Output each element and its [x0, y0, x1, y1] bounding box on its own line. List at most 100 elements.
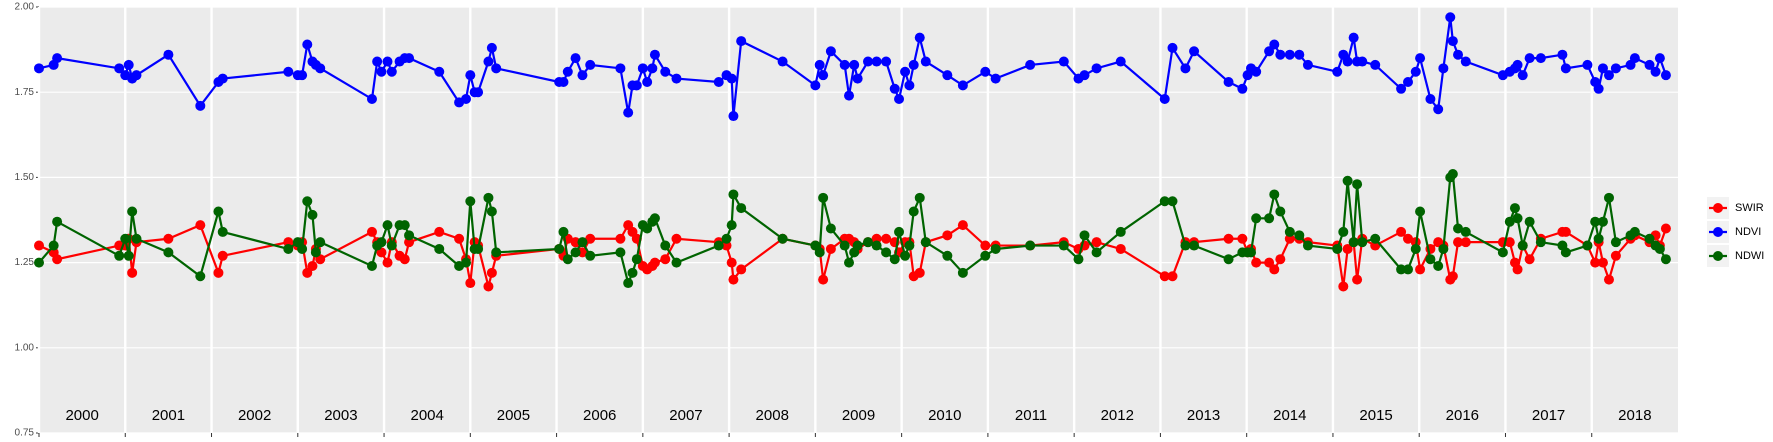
data-point — [1342, 56, 1353, 67]
year-label: 2005 — [497, 407, 530, 424]
year-label: 2016 — [1446, 407, 1479, 424]
data-point — [1610, 250, 1621, 261]
legend-label: NDWI — [1735, 250, 1764, 262]
data-point — [34, 63, 44, 74]
data-point — [894, 94, 905, 105]
data-point — [434, 226, 445, 237]
data-point — [1284, 49, 1295, 60]
data-point — [1396, 264, 1407, 275]
y-tick-label: 2.00 — [15, 2, 35, 13]
data-point — [1223, 233, 1234, 244]
data-point — [839, 240, 850, 251]
legend-label: SWIR — [1735, 202, 1764, 214]
data-point — [1433, 104, 1444, 115]
data-point — [1091, 247, 1102, 258]
data-point — [980, 240, 991, 251]
data-point — [1512, 59, 1523, 70]
year-label: 2018 — [1618, 407, 1651, 424]
data-point — [1610, 237, 1621, 248]
data-point — [777, 233, 788, 244]
data-point — [131, 233, 142, 244]
data-point — [1115, 226, 1126, 237]
data-point — [914, 192, 925, 203]
data-point — [1237, 83, 1248, 94]
data-point — [1415, 264, 1426, 275]
data-point — [825, 243, 836, 254]
data-point — [900, 250, 911, 261]
data-point — [1396, 83, 1407, 94]
data-point — [908, 59, 919, 70]
data-point — [660, 240, 671, 251]
data-point — [728, 189, 739, 200]
legend: SWIR NDVI NDWI — [1707, 197, 1764, 267]
data-point — [1294, 49, 1305, 60]
data-point — [1629, 53, 1640, 64]
data-point — [52, 216, 63, 227]
data-point — [1115, 56, 1126, 67]
data-point — [163, 233, 174, 244]
data-point — [615, 247, 626, 258]
y-tick-label: 1.50 — [15, 172, 35, 183]
data-point — [1294, 230, 1305, 241]
data-point — [1342, 243, 1353, 254]
data-point — [736, 203, 747, 214]
data-point — [491, 247, 502, 258]
data-point — [881, 233, 892, 244]
data-point — [980, 250, 991, 261]
data-point — [1332, 66, 1343, 77]
year-label: 2017 — [1532, 407, 1565, 424]
data-point — [889, 83, 900, 94]
data-point — [1438, 63, 1449, 74]
data-point — [562, 66, 573, 77]
data-point — [852, 73, 863, 84]
data-point — [1524, 216, 1535, 227]
data-point — [1593, 233, 1604, 244]
data-point — [957, 267, 968, 278]
data-point — [1302, 240, 1313, 251]
data-point — [315, 63, 326, 74]
data-point — [404, 230, 415, 241]
data-point — [465, 70, 476, 81]
data-point — [1644, 59, 1655, 70]
data-point — [1509, 203, 1520, 214]
data-point — [728, 111, 739, 122]
year-label: 2000 — [65, 407, 98, 424]
data-point — [1402, 233, 1413, 244]
data-point — [818, 192, 829, 203]
data-point — [585, 233, 596, 244]
data-point — [990, 73, 1001, 84]
data-point — [163, 49, 174, 60]
data-point — [914, 32, 925, 43]
data-point — [1079, 230, 1090, 241]
data-point — [642, 76, 653, 87]
data-point — [942, 70, 953, 81]
data-point — [1275, 254, 1286, 265]
data-point — [1453, 237, 1464, 248]
data-point — [1603, 70, 1614, 81]
data-point — [386, 66, 397, 77]
data-point — [920, 237, 931, 248]
data-point — [736, 36, 747, 47]
data-point — [839, 59, 850, 70]
data-point — [1460, 56, 1471, 67]
data-point — [483, 56, 494, 67]
data-point — [217, 226, 228, 237]
data-point — [1159, 94, 1170, 105]
data-point — [376, 237, 387, 248]
data-point — [1660, 223, 1671, 234]
y-tick-label: 1.00 — [15, 342, 35, 353]
data-point — [1025, 240, 1036, 251]
data-point — [1410, 243, 1421, 254]
data-point — [726, 73, 737, 84]
data-point — [649, 213, 660, 224]
data-point — [615, 63, 626, 74]
data-point — [1654, 243, 1665, 254]
data-point — [844, 257, 855, 268]
data-point — [1284, 226, 1295, 237]
data-point — [1167, 196, 1178, 207]
data-point — [366, 261, 377, 272]
legend-label: NDVI — [1735, 226, 1761, 238]
data-point — [48, 240, 59, 251]
data-point — [914, 267, 925, 278]
